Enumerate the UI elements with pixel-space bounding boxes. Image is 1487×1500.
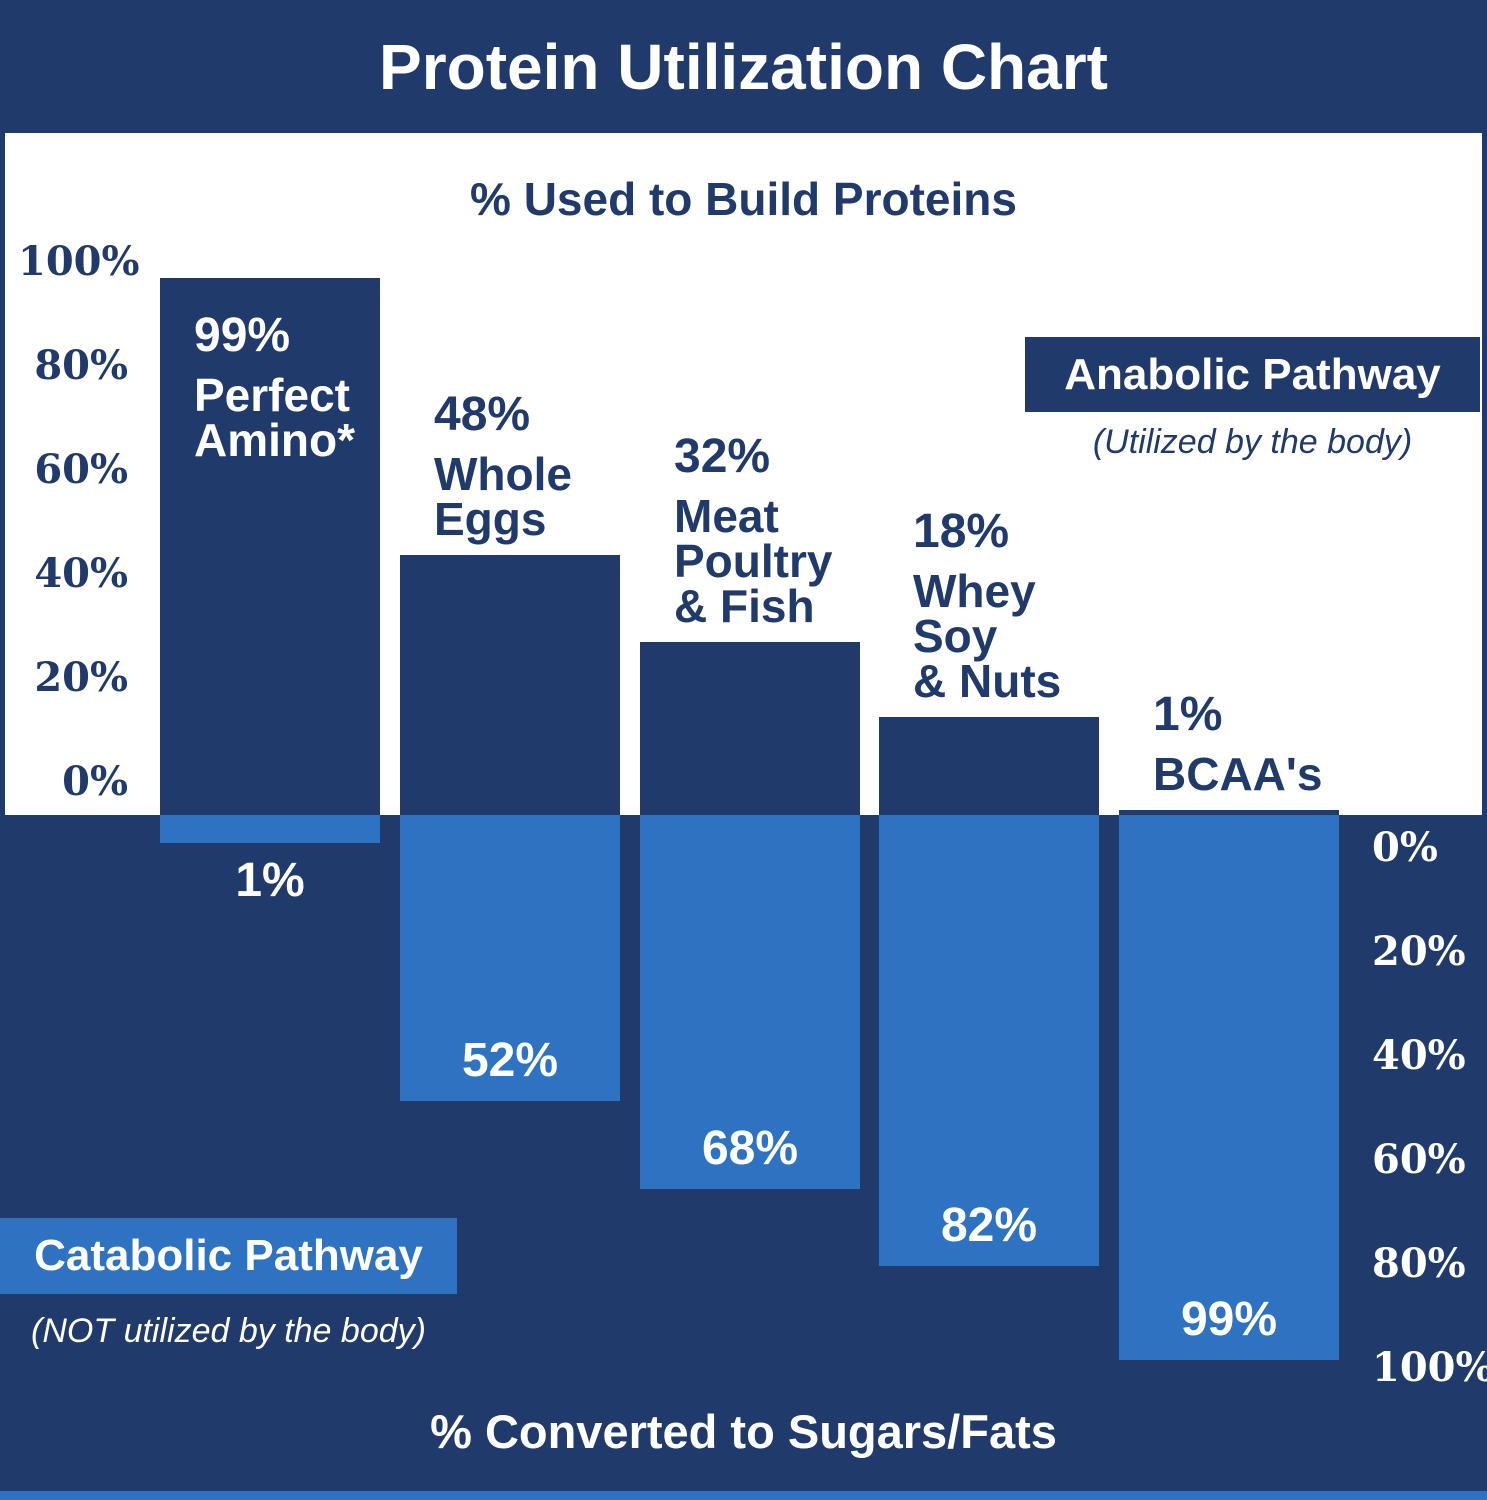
- bar-category-line: Whole: [434, 448, 572, 500]
- anabolic-value-label: 99%: [194, 309, 291, 362]
- bar-category-line: & Nuts: [913, 655, 1062, 707]
- anabolic-bar: [1119, 810, 1339, 815]
- anabolic-value-label: 18%: [913, 505, 1010, 558]
- anabolic-bar: [879, 717, 1099, 815]
- page-title: Protein Utilization Chart: [379, 30, 1108, 103]
- anabolic-legend-caption: (Utilized by the body): [1092, 423, 1413, 461]
- bar-category-line: Perfect: [194, 369, 350, 421]
- right-axis-tick: 80%: [1372, 1240, 1466, 1287]
- chart-title-bar: Protein Utilization Chart: [0, 0, 1487, 133]
- upper-axis-title: % Used to Build Proteins: [470, 173, 1017, 225]
- catabolic-bar: [1119, 815, 1339, 1360]
- bar-category-line: Whey: [913, 565, 1036, 617]
- catabolic-legend-label: Catabolic Pathway: [34, 1231, 423, 1280]
- catabolic-value-label: 99%: [1180, 1293, 1278, 1346]
- catabolic-bar: [160, 815, 380, 843]
- catabolic-value-label: 1%: [235, 854, 305, 907]
- right-axis-tick: 100%: [1372, 1344, 1487, 1391]
- catabolic-value-label: 68%: [701, 1122, 799, 1175]
- anabolic-value-label: 48%: [434, 388, 531, 441]
- bar-category-line: Amino*: [194, 414, 355, 466]
- anabolic-legend-box: Anabolic Pathway: [1025, 337, 1480, 412]
- footer-accent-bar: [0, 1491, 1487, 1500]
- anabolic-bar: [160, 278, 380, 815]
- anabolic-legend-label: Anabolic Pathway: [1064, 349, 1441, 399]
- anabolic-value-label: 32%: [674, 430, 771, 483]
- left-axis-tick: 80%: [34, 342, 128, 389]
- left-axis-tick: 40%: [34, 550, 128, 597]
- left-axis-tick: 0%: [62, 758, 128, 805]
- bar-category-label: 32% Meat Poultry & Fish: [674, 430, 833, 632]
- bar-category-label: 18% Whey Soy & Nuts: [913, 505, 1062, 707]
- anabolic-bar: [400, 555, 620, 815]
- anabolic-value-label: 1%: [1153, 688, 1223, 741]
- lower-axis-title: % Converted to Sugars/Fats: [430, 1405, 1057, 1458]
- bar-category-label: 48% Whole Eggs: [434, 388, 572, 545]
- catabolic-legend-box: Catabolic Pathway: [0, 1218, 457, 1294]
- anabolic-bar: [640, 642, 860, 815]
- bar-category-label: 99% Perfect Amino*: [194, 309, 355, 466]
- catabolic-bar: [879, 815, 1099, 1266]
- right-axis-tick: 0%: [1372, 824, 1438, 871]
- catabolic-bar: [640, 815, 860, 1189]
- bar-category-line: Eggs: [434, 493, 547, 545]
- left-axis-tick: 20%: [34, 654, 128, 701]
- bar-category-line: Poultry: [674, 535, 833, 587]
- bar-category-line: Meat: [674, 490, 779, 542]
- right-axis-tick: 20%: [1372, 928, 1466, 975]
- left-axis-tick: 60%: [34, 446, 128, 493]
- catabolic-legend-caption: (NOT utilized by the body): [31, 1312, 426, 1350]
- bar-category-label: 1% BCAA's: [1153, 688, 1323, 800]
- catabolic-bar: [400, 815, 620, 1101]
- bar-category-line: & Fish: [674, 580, 815, 632]
- bar-category-line: Soy: [913, 610, 998, 662]
- catabolic-value-label: 52%: [461, 1034, 559, 1087]
- right-axis-tick: 60%: [1372, 1136, 1466, 1183]
- bar-category-line: BCAA's: [1153, 748, 1323, 800]
- right-axis-tick: 40%: [1372, 1032, 1466, 1079]
- left-axis-tick: 100%: [18, 238, 140, 285]
- catabolic-value-label: 82%: [940, 1199, 1038, 1252]
